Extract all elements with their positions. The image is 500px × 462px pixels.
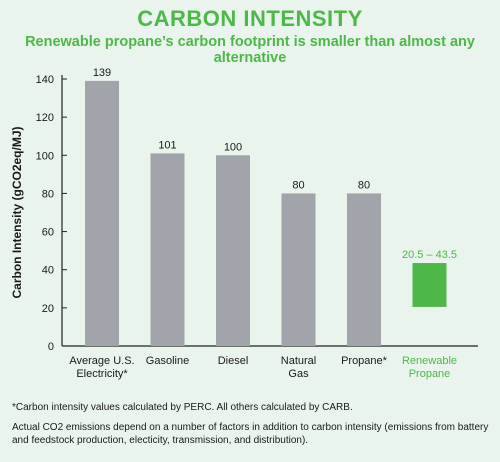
y-tick-label: 140 [36,74,54,86]
footnote-emissions-disclaimer: Actual CO2 emissions depend on a number … [12,422,489,446]
y-tick-label: 120 [36,112,54,124]
footnote-calculation-source: *Carbon intensity values calculated by P… [12,402,353,413]
bar-value-label: 100 [224,141,242,153]
bar [85,80,119,347]
x-tick-label: Gasoline [146,355,189,367]
y-tick-label: 40 [42,265,54,277]
x-tick-label: Propane* [341,355,388,367]
bar [347,193,381,346]
x-tick-label: Diesel [218,355,249,367]
bar [412,263,447,307]
bar [216,155,250,346]
chart-title: CARBON INTENSITY [137,6,363,31]
y-tick-label: 60 [42,227,54,239]
x-tick-label: Propane [409,368,451,380]
bar-value-label: 101 [158,139,176,151]
bar-value-label: 80 [292,179,304,191]
bar [150,153,185,346]
chart-subtitle: Renewable propane’s carbon footprint is … [25,34,475,66]
y-axis-label: Carbon Intensity (gCO2eq/MJ) [10,126,24,298]
y-tick-label: 0 [48,341,54,353]
y-tick-label: 80 [42,188,54,200]
x-tick-label: Natural [281,355,316,367]
bar-value-label: 80 [358,179,370,191]
x-tick-label: Gas [288,368,309,380]
x-tick-label: Renewable [402,355,457,367]
y-tick-label: 100 [36,150,54,162]
x-tick-label: Average U.S. [69,355,134,367]
bar-value-label: 139 [93,67,111,79]
y-tick-label: 20 [42,303,54,315]
x-tick-label: Electricity* [76,368,128,380]
bar-value-label: 20.5 – 43.5 [402,249,457,261]
bar-chart: Carbon Intensity (gCO2eq/MJ) 0 20 40 60 80 100… [10,67,478,380]
bar [281,193,316,346]
